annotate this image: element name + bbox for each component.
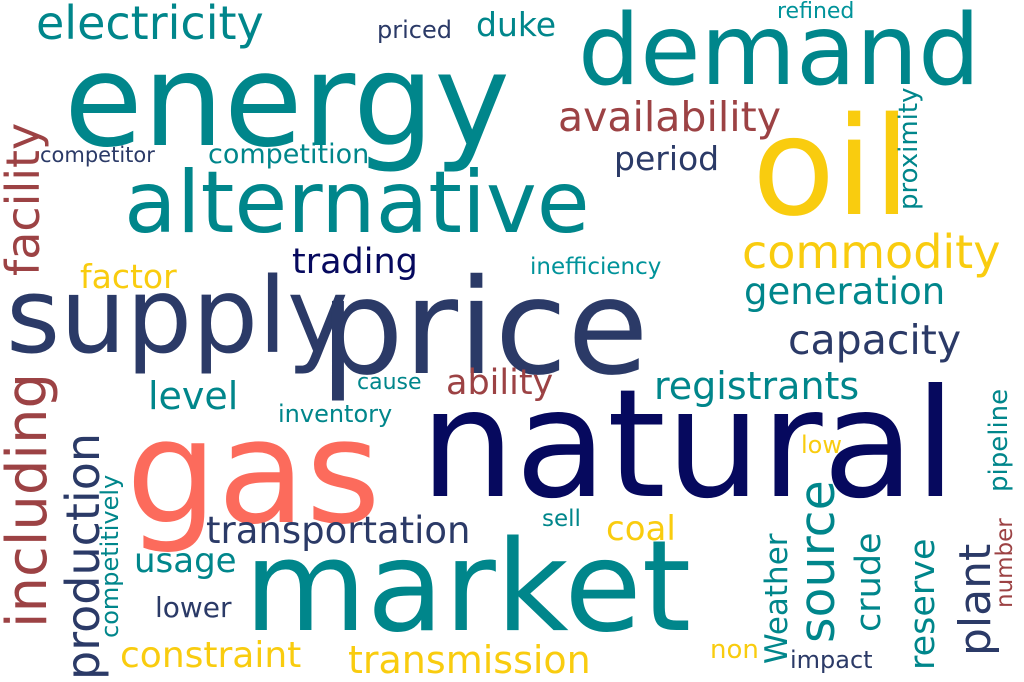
word-transmission: transmission [348, 638, 591, 682]
word-coal: coal [606, 509, 676, 549]
word-supply: supply [6, 255, 349, 377]
word-weather: Weather [759, 533, 795, 664]
word-low: low [801, 431, 842, 459]
word-registrants: registrants [654, 364, 860, 408]
word-proximity: proximity [894, 87, 924, 210]
word-source: source [789, 480, 846, 643]
word-refined: refined [777, 0, 855, 24]
word-electricity: electricity [36, 0, 264, 50]
word-competitively: competitively [96, 474, 124, 638]
word-trading: trading [292, 242, 418, 282]
word-reserve: reserve [903, 538, 943, 670]
word-ability: ability [446, 363, 554, 403]
word-alternative: alternative [124, 153, 590, 253]
word-market: market [244, 513, 692, 660]
word-period: period [614, 139, 720, 178]
word-usage: usage [134, 541, 237, 581]
word-non: non [710, 635, 759, 665]
word-duke: duke [476, 5, 557, 44]
word-demand: demand [578, 0, 981, 108]
word-cause: cause [357, 370, 422, 395]
word-level: level [148, 374, 239, 418]
word-capacity: capacity [788, 316, 962, 364]
word-inventory: inventory [278, 400, 393, 428]
word-competitor: competitor [40, 143, 155, 167]
word-commodity: commodity [742, 225, 1001, 279]
word-number: number [992, 518, 1018, 608]
word-availability: availability [558, 93, 781, 141]
word-lower: lower [155, 591, 232, 624]
word-constraint: constraint [120, 635, 302, 676]
word-sell: sell [542, 506, 581, 532]
word-energy: energy [64, 27, 510, 176]
word-competition: competition [208, 139, 370, 170]
word-pipeline: pipeline [984, 388, 1014, 492]
word-transportation: transportation [206, 509, 471, 552]
word-inefficiency: inefficiency [530, 254, 662, 280]
word-gas: gas [126, 388, 381, 556]
word-facility: facility [0, 122, 50, 276]
word-oil: oil [752, 89, 911, 247]
word-impact: impact [790, 646, 873, 674]
word-price: price [320, 251, 649, 405]
word-factor: factor [80, 257, 177, 296]
word-crude: crude [849, 532, 889, 632]
word-priced: priced [377, 16, 452, 44]
word-natural: natural [420, 358, 957, 532]
word-including: including [0, 372, 60, 628]
word-generation: generation [744, 270, 946, 313]
